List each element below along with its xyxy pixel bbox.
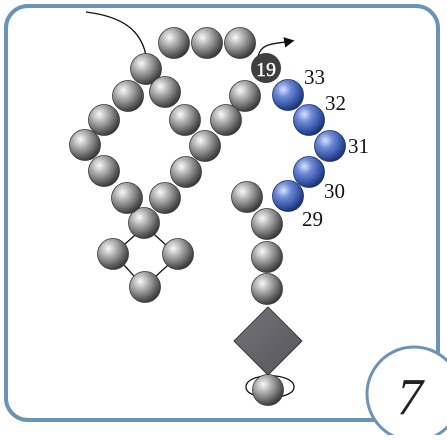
grey-bead-25 [252, 374, 284, 406]
step-number: 7 [397, 369, 425, 426]
grey-bead-21 [129, 271, 161, 303]
grey-bead-14 [112, 80, 144, 112]
grey-bead-11 [149, 182, 181, 214]
grey-bead-7 [189, 130, 221, 162]
blue-bead-1 [272, 79, 304, 111]
grey-bead-6 [169, 104, 201, 136]
grey-bead-3 [224, 27, 256, 59]
start-bead [251, 53, 281, 83]
bead-number-33: 33 [304, 65, 325, 89]
grey-bead-1 [158, 27, 190, 59]
highlighted-beads [272, 79, 346, 212]
grey-bead-9 [210, 104, 242, 136]
grey-bead-20 [162, 238, 194, 270]
blue-bead-5 [272, 180, 304, 212]
grey-bead-5 [149, 76, 181, 108]
step-badge: 7 [365, 345, 447, 440]
grey-bead-4 [130, 53, 162, 85]
grey-bead-16 [69, 129, 101, 161]
blue-bead-2 [293, 104, 325, 136]
grey-bead-17 [88, 155, 120, 187]
grey-bead-12 [128, 207, 160, 239]
bead-number-31: 31 [348, 134, 369, 158]
start-bead-number: 19 [256, 59, 276, 81]
grey-bead-2 [191, 27, 223, 59]
blue-bead-4 [293, 156, 325, 188]
thread-exit-arrow [257, 37, 295, 57]
grey-bead-18 [111, 182, 143, 214]
grey-bead-13 [231, 181, 263, 213]
grey-bead-24 [251, 273, 283, 305]
grey-bead-8 [229, 80, 261, 112]
grey-bead-19 [97, 238, 129, 270]
bead-number-labels: 33 32 31 30 29 [302, 65, 369, 231]
grey-bead-23 [251, 241, 283, 273]
card-frame [4, 4, 440, 422]
grey-beads [69, 27, 284, 406]
bead-number-29: 29 [302, 207, 323, 231]
grey-bead-15 [88, 104, 120, 136]
grey-bead-22 [251, 208, 283, 240]
bead-number-32: 32 [325, 91, 346, 115]
grey-bead-10 [170, 156, 202, 188]
blue-bead-3 [314, 130, 346, 162]
bead-number-30: 30 [324, 179, 345, 203]
